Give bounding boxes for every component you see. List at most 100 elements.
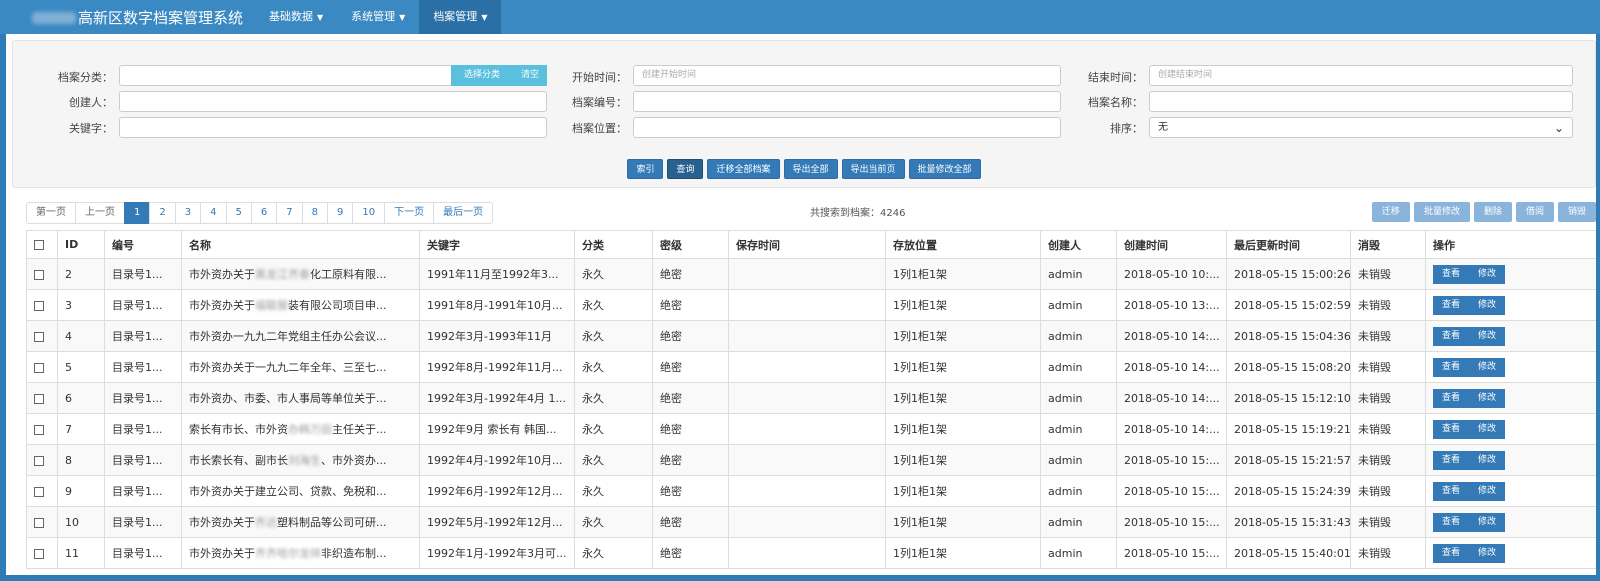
page-link-1[interactable]: 1 [124, 202, 151, 224]
view-button[interactable]: 查看 [1433, 419, 1470, 439]
view-button[interactable]: 查看 [1433, 326, 1470, 346]
sort-select[interactable]: 无 ⌄ [1149, 117, 1573, 138]
edit-button[interactable]: 修改 [1469, 543, 1506, 563]
row-checkbox[interactable] [34, 486, 44, 497]
table-row[interactable]: 10 目录号1... 市外资办关于齐达塑料制品等公司可研... 1992年5月-199… [26, 506, 1596, 538]
row-checkbox[interactable] [34, 393, 44, 404]
row-select-cell [26, 475, 58, 507]
edit-button[interactable]: 修改 [1469, 388, 1506, 408]
delete-button[interactable]: 删除 [1473, 202, 1512, 222]
page-link-8[interactable]: 8 [301, 202, 328, 224]
row-checkbox[interactable] [34, 424, 44, 435]
borrow-button[interactable]: 借阅 [1515, 202, 1554, 222]
column-header: 创建时间 [1116, 230, 1227, 259]
column-header: 编号 [104, 230, 182, 259]
menu-archive-management[interactable]: 档案管理 ▼ [419, 0, 502, 34]
keep-time-cell [728, 537, 886, 569]
creator-input[interactable] [119, 91, 547, 112]
keyword-input[interactable] [119, 117, 547, 138]
row-checkbox[interactable] [34, 269, 44, 280]
updated-time-cell: 2018-05-15 15:31:43 [1226, 506, 1351, 538]
view-button[interactable]: 查看 [1433, 264, 1470, 284]
edit-button[interactable]: 修改 [1469, 326, 1506, 346]
id-cell: 9 [57, 475, 105, 507]
export-all-button[interactable]: 导出全部 [783, 159, 838, 179]
start-time-input[interactable]: 创建开始时间 [633, 65, 1061, 86]
end-time-input[interactable]: 创建结束时间 [1149, 65, 1573, 86]
archive-number-input[interactable] [633, 91, 1061, 112]
code-cell: 目录号1... [104, 320, 182, 352]
table-row[interactable]: 2 目录号1... 市外资办关于黑龙江齐泰化工原料有限... 1991年11月至199… [26, 258, 1596, 290]
actions-cell: 查看 修改 [1425, 258, 1596, 290]
edit-button[interactable]: 修改 [1469, 295, 1506, 315]
category-input[interactable] [119, 65, 453, 86]
column-header: 名称 [181, 230, 420, 259]
menu-basic-data[interactable]: 基础数据 ▼ [255, 0, 337, 34]
first-page-link[interactable]: 第一页 [26, 202, 76, 224]
archive-location-input[interactable] [633, 117, 1061, 138]
updated-time-cell: 2018-05-15 15:24:39 [1226, 475, 1351, 507]
row-checkbox[interactable] [34, 362, 44, 373]
export-page-button[interactable]: 导出当前页 [841, 159, 905, 179]
next-page-link[interactable]: 下一页 [384, 202, 435, 224]
page-link-2[interactable]: 2 [149, 202, 176, 224]
view-button[interactable]: 查看 [1433, 512, 1470, 532]
menu-system-management[interactable]: 系统管理 ▼ [337, 0, 419, 34]
code-cell: 目录号1... [104, 413, 182, 445]
name-redacted-part: 福联服 [255, 299, 288, 312]
view-button[interactable]: 查看 [1433, 388, 1470, 408]
view-button[interactable]: 查看 [1433, 450, 1470, 470]
column-header: 消毁 [1350, 230, 1426, 259]
query-button[interactable]: 查询 [667, 159, 704, 179]
clear-button[interactable]: 清空 [513, 65, 547, 86]
select-all-checkbox[interactable] [34, 240, 44, 250]
row-checkbox[interactable] [34, 331, 44, 342]
view-button[interactable]: 查看 [1433, 543, 1470, 563]
id-cell: 11 [57, 537, 105, 569]
edit-button[interactable]: 修改 [1469, 419, 1506, 439]
name-redacted-part: 齐齐哈尔龙祥 [255, 547, 321, 560]
edit-button[interactable]: 修改 [1469, 512, 1506, 532]
last-page-link[interactable]: 最后一页 [433, 202, 494, 224]
name-part: 市外资办关于 [189, 299, 255, 312]
updated-time-cell: 2018-05-15 15:21:57 [1226, 444, 1351, 476]
total-count: 共搜索到档案：4246 [810, 208, 906, 219]
page-link-10[interactable]: 10 [352, 202, 386, 224]
edit-button[interactable]: 修改 [1469, 450, 1506, 470]
edit-button[interactable]: 修改 [1469, 481, 1506, 501]
edit-button[interactable]: 修改 [1469, 357, 1506, 377]
page-link-5[interactable]: 5 [225, 202, 252, 224]
row-checkbox[interactable] [34, 548, 44, 559]
main-panel: 档案分类： 选择分类 清空 开始时间： 创建开始时间 结束时间： 创建结束时间 … [6, 34, 1596, 575]
index-button[interactable]: 索引 [627, 159, 664, 179]
batch-edit-button[interactable]: 批量修改 [1413, 202, 1470, 222]
table-row[interactable]: 9 目录号1... 市外资办关于建立公司、贷款、免税和... 1992年6月-1992… [26, 475, 1596, 507]
table-row[interactable]: 8 目录号1... 市长索长有、副市长刘海生、市外资办... 1992年4月-1992… [26, 444, 1596, 476]
view-button[interactable]: 查看 [1433, 357, 1470, 377]
archive-name-input[interactable] [1149, 91, 1573, 112]
migrate-button[interactable]: 迁移 [1371, 202, 1410, 222]
table-row[interactable]: 3 目录号1... 市外资办关于福联服装有限公司项目申... 1991年8月-1991… [26, 289, 1596, 321]
table-row[interactable]: 7 目录号1... 索长有市长、市外资办韩万田主任关于... 1992年9月 索长有 … [26, 413, 1596, 445]
row-checkbox[interactable] [34, 300, 44, 311]
view-button[interactable]: 查看 [1433, 295, 1470, 315]
row-checkbox[interactable] [34, 517, 44, 528]
table-row[interactable]: 6 目录号1... 市外资办、市委、市人事局等单位关于... 1992年3月-1992… [26, 382, 1596, 414]
batch-edit-all-button[interactable]: 批量修改全部 [908, 159, 981, 179]
code-cell: 目录号1... [104, 289, 182, 321]
row-checkbox[interactable] [34, 455, 44, 466]
edit-button[interactable]: 修改 [1469, 264, 1506, 284]
page-link-3[interactable]: 3 [174, 202, 202, 224]
page-link-9[interactable]: 9 [327, 202, 354, 224]
table-row[interactable]: 11 目录号1... 市外资办关于齐齐哈尔龙祥非织造布制... 1992年1月-199… [26, 537, 1596, 569]
page-link-6[interactable]: 6 [250, 202, 278, 224]
page-link-4[interactable]: 4 [200, 202, 227, 224]
select-category-button[interactable]: 选择分类 [451, 65, 513, 86]
migrate-all-button[interactable]: 迁移全部档案 [707, 159, 780, 179]
prev-page-link[interactable]: 上一页 [75, 202, 125, 224]
view-button[interactable]: 查看 [1433, 481, 1470, 501]
table-row[interactable]: 5 目录号1... 市外资办关于一九九二年全年、三至七... 1992年8月-1992… [26, 351, 1596, 383]
page-link-7[interactable]: 7 [276, 202, 303, 224]
destroy-button[interactable]: 销毁 [1557, 202, 1596, 222]
table-row[interactable]: 4 目录号1... 市外资办一九九二年党组主任办公会议... 1992年3月-1993… [26, 320, 1596, 352]
